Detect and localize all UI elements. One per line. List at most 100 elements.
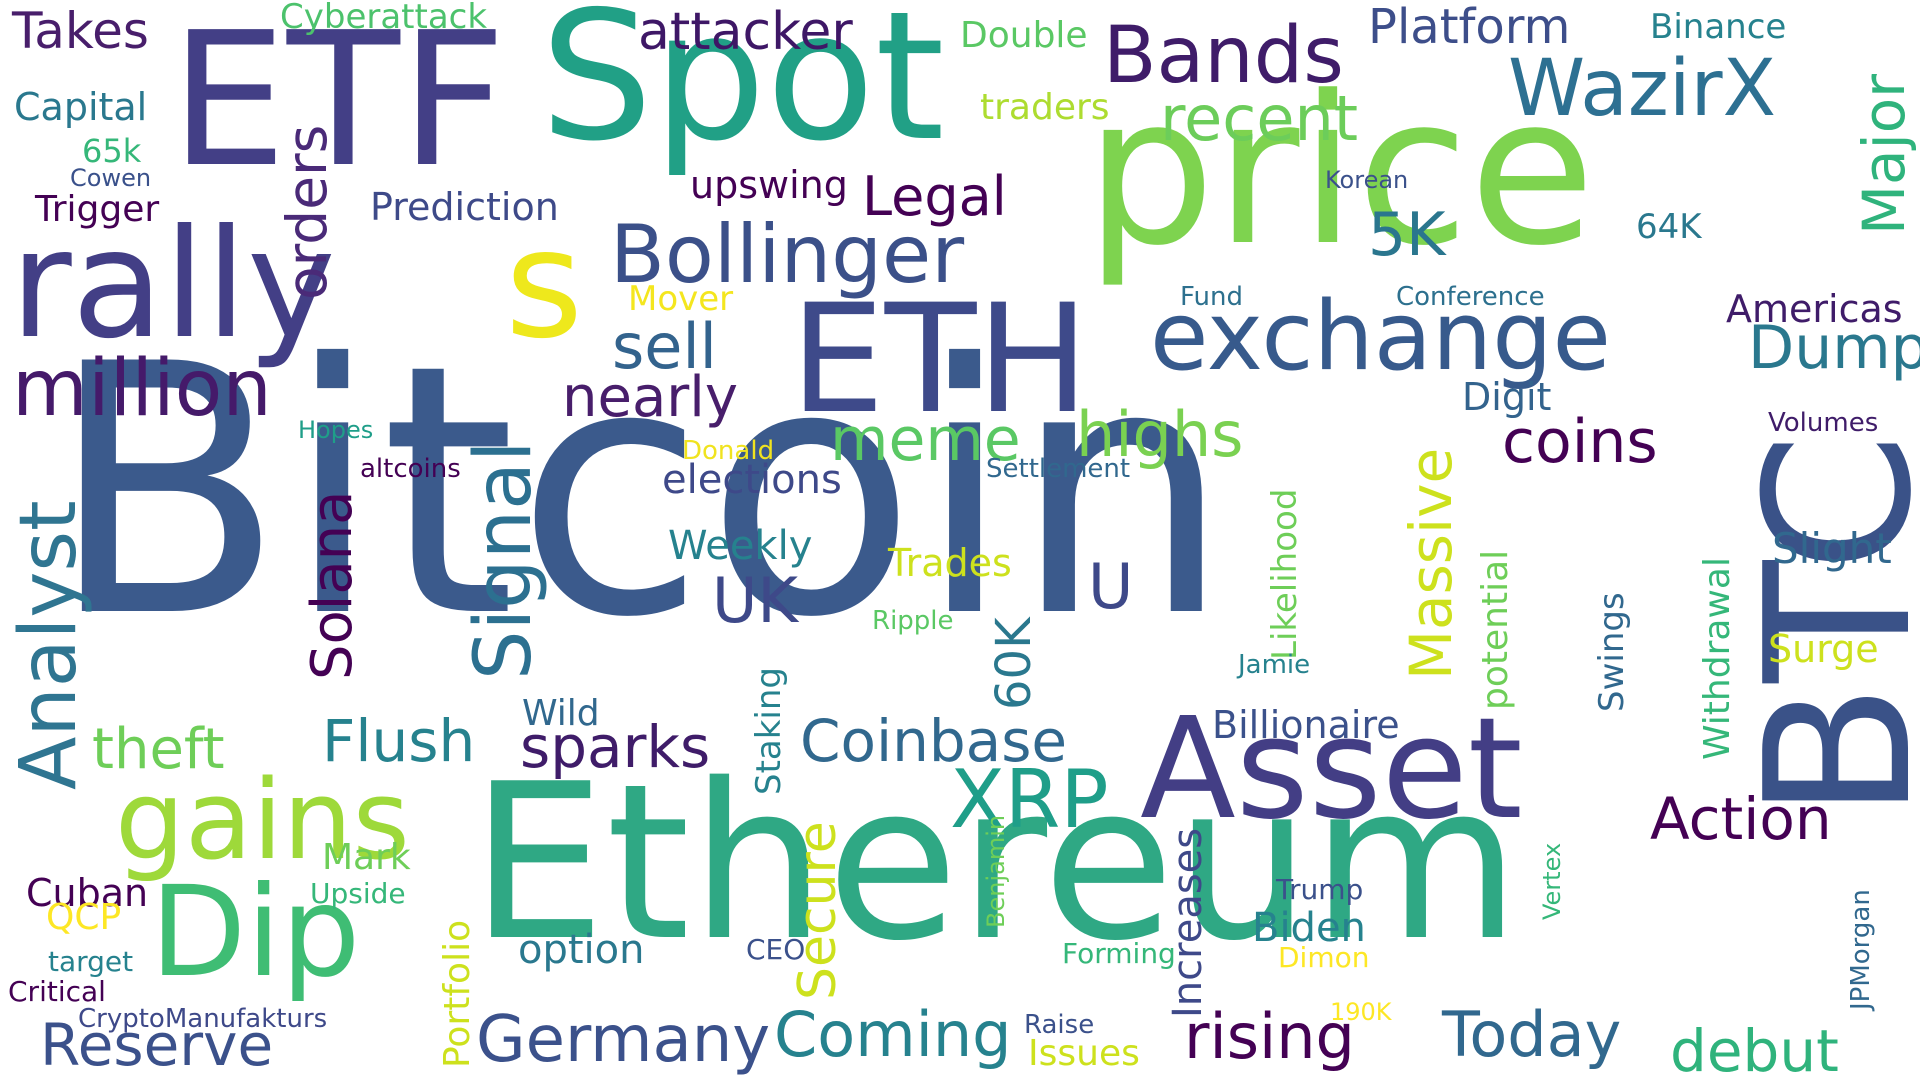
word-trigger: Trigger xyxy=(35,189,160,230)
word-solana: Solana xyxy=(300,490,365,681)
word-gains: gains xyxy=(115,756,410,884)
word-binance: Binance xyxy=(1650,7,1787,47)
word-bands: Bands xyxy=(1103,11,1344,101)
word-potential: potential xyxy=(1475,549,1516,710)
word-coins: coins xyxy=(1502,407,1658,477)
word-withdrawal: Withdrawal xyxy=(1697,557,1738,760)
word-option: option xyxy=(518,927,645,973)
word-americas: Americas xyxy=(1726,287,1903,331)
word-theft: theft xyxy=(92,717,225,782)
word-million: million xyxy=(12,344,272,434)
word-trump: Trump xyxy=(1276,873,1364,906)
word-ceo: CEO xyxy=(746,933,806,966)
word-takes: Takes xyxy=(12,2,149,60)
word-dimon: Dimon xyxy=(1278,941,1370,974)
word-etf: ETF xyxy=(170,0,507,208)
word-recent: recent xyxy=(1160,82,1359,155)
word-mover: Mover xyxy=(628,279,734,319)
word-staking: Staking xyxy=(749,666,789,795)
word-hopes: Hopes xyxy=(298,416,374,444)
word-analyst: Analyst xyxy=(4,500,94,790)
word-attacker: attacker xyxy=(638,2,853,62)
word-cyberattack: Cyberattack xyxy=(280,0,488,37)
word-legal: Legal xyxy=(862,165,1007,228)
word-surge: Surge xyxy=(1768,627,1879,671)
word-jpmorgan: JPMorgan xyxy=(1846,889,1876,1010)
word-rally: rally xyxy=(10,198,336,372)
word-fund: Fund xyxy=(1180,282,1243,312)
word-issues: Issues xyxy=(1028,1033,1140,1074)
word-meme: meme xyxy=(830,405,1021,475)
word-cowen: Cowen xyxy=(70,164,152,192)
word-ethereum: Ethereum xyxy=(470,737,1521,988)
word-60k: 60K xyxy=(986,617,1042,710)
word-190k: 190K xyxy=(1330,998,1392,1026)
word-exchange: exchange xyxy=(1150,282,1611,392)
word-settlement: Settlement xyxy=(986,454,1131,484)
word-sell: sell xyxy=(612,310,717,383)
word-65k: 65k xyxy=(82,132,142,170)
word-traders: traders xyxy=(980,87,1110,128)
word-ripple: Ripple xyxy=(872,606,954,636)
word-germany: Germany xyxy=(476,1003,771,1077)
word-donald: Donald xyxy=(682,436,775,466)
word-sparks: sparks xyxy=(520,713,711,781)
word-slight: Slight xyxy=(1772,524,1892,573)
word-orders: orders xyxy=(275,124,339,300)
word-billionaire: Billionaire xyxy=(1212,703,1400,747)
word-price: price xyxy=(1085,53,1596,291)
word-action: Action xyxy=(1650,785,1832,853)
word-coming: Coming xyxy=(774,998,1012,1071)
word-eth: ETH xyxy=(790,273,1090,447)
word-jamie: Jamie xyxy=(1238,650,1311,680)
word-signal: Signal xyxy=(459,440,549,680)
word-flush: Flush xyxy=(322,707,476,775)
word-qcp: QCP xyxy=(46,897,122,938)
word-digit: Digit xyxy=(1462,375,1552,419)
word-forming: Forming xyxy=(1062,937,1176,970)
word-u: U xyxy=(1088,550,1134,623)
word-massive: Massive xyxy=(1397,447,1465,680)
word-wild: Wild xyxy=(522,693,600,734)
word-target: target xyxy=(48,945,134,978)
word-xrp: XRP xyxy=(950,753,1109,846)
word-dip: Dip xyxy=(150,860,361,1005)
word-elections: elections xyxy=(662,457,842,503)
word-64k: 64K xyxy=(1636,207,1702,247)
word-prediction: Prediction xyxy=(370,185,559,229)
word-upside: Upside xyxy=(310,877,406,910)
word-volumes: Volumes xyxy=(1768,408,1879,438)
word-today: Today xyxy=(1442,998,1622,1071)
word-debut: debut xyxy=(1670,1017,1839,1080)
word-portfolio: Portfolio xyxy=(437,919,478,1068)
word-cuban: Cuban xyxy=(26,871,149,915)
word-increases: Increases xyxy=(1165,827,1211,1018)
word-benjamin: Benjamin xyxy=(982,814,1010,928)
word-swings: Swings xyxy=(1592,592,1632,712)
word-capital: Capital xyxy=(14,85,148,129)
word-altcoins: altcoins xyxy=(360,454,461,484)
word-spot: Spot xyxy=(540,0,945,180)
word-wazirx: WazirX xyxy=(1508,44,1777,134)
word-korean: Korean xyxy=(1325,166,1409,194)
word-coinbase: Coinbase xyxy=(800,707,1068,775)
word-bitcoin: Bitcoin xyxy=(48,292,1232,693)
word-uk: UK xyxy=(712,564,799,637)
word-likelihood: Likelihood xyxy=(1265,488,1305,660)
word-asset: Asset xyxy=(1140,688,1523,851)
word-nearly: nearly xyxy=(562,365,738,430)
word-reserve: Reserve xyxy=(40,1011,274,1079)
word-critical: Critical xyxy=(8,975,106,1008)
word-conference: Conference xyxy=(1396,282,1545,312)
word-upswing: upswing xyxy=(690,163,848,207)
word-platform: Platform xyxy=(1368,0,1571,55)
word-highs: highs xyxy=(1076,398,1244,471)
word-cryptomanufakturs: CryptoManufakturs xyxy=(78,1004,328,1034)
word-biden: Biden xyxy=(1252,905,1366,951)
word-raise: Raise xyxy=(1024,1010,1095,1040)
word-major: Major xyxy=(1850,73,1918,235)
word-dump: Dump xyxy=(1748,313,1920,383)
word-double: Double xyxy=(960,15,1088,56)
word-weekly: Weekly xyxy=(668,523,813,569)
